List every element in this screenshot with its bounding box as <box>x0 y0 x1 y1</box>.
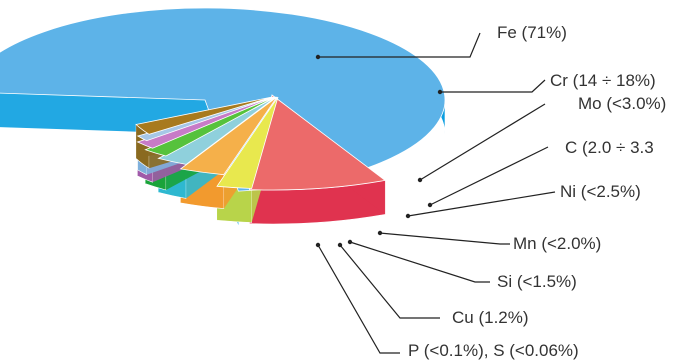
leader-dot-6 <box>347 239 353 245</box>
leader-dot-4 <box>405 213 411 219</box>
leader-dot-3 <box>427 202 433 208</box>
slice-6 <box>136 96 275 149</box>
leader-dot-8 <box>315 242 321 248</box>
leader-dot-7 <box>337 242 343 248</box>
slice-label-5: Mn (<2.0%) <box>513 234 601 253</box>
leader-line-2 <box>419 103 546 181</box>
slice-labels: Fe (71%) Cr (14 ÷ 18%) Mo (<3.0%) C (2.0 ÷ … <box>408 23 666 360</box>
leader-line-5 <box>379 232 510 245</box>
slice-3 <box>179 96 278 176</box>
slice-label-8: P (<0.1%), S (<0.06%) <box>408 341 579 360</box>
slice-8 <box>135 96 273 135</box>
leader-line-1 <box>440 79 546 93</box>
slice-label-0: Fe (71%) <box>497 23 567 42</box>
slice-1 <box>248 94 387 191</box>
leader-line-0 <box>318 32 481 58</box>
leader-dot-0 <box>315 54 321 60</box>
slice-7 <box>136 96 274 142</box>
leader-dot-5 <box>377 230 383 236</box>
slice-label-6: Si (<1.5%) <box>497 272 577 291</box>
slice-label-7: Cu (1.2%) <box>452 308 529 327</box>
leader-line-8 <box>317 244 400 354</box>
slice-label-4: Ni (<2.5%) <box>560 182 641 201</box>
leader-lines <box>315 32 556 354</box>
leader-line-3 <box>429 146 549 206</box>
leader-dot-2 <box>417 177 423 183</box>
slice-label-3: C (2.0 ÷ 3.3 <box>565 138 654 157</box>
slice-4 <box>157 96 277 165</box>
leader-dot-1 <box>437 89 443 95</box>
leader-line-7 <box>339 244 440 319</box>
slice-5 <box>144 96 276 157</box>
pie-top-faces <box>0 7 446 192</box>
slice-label-2: Mo (<3.0%) <box>578 94 666 113</box>
slice-2 <box>216 96 279 189</box>
slice-label-1: Cr (14 ÷ 18%) <box>550 71 656 90</box>
leader-line-4 <box>407 191 556 217</box>
leader-line-6 <box>349 241 490 283</box>
